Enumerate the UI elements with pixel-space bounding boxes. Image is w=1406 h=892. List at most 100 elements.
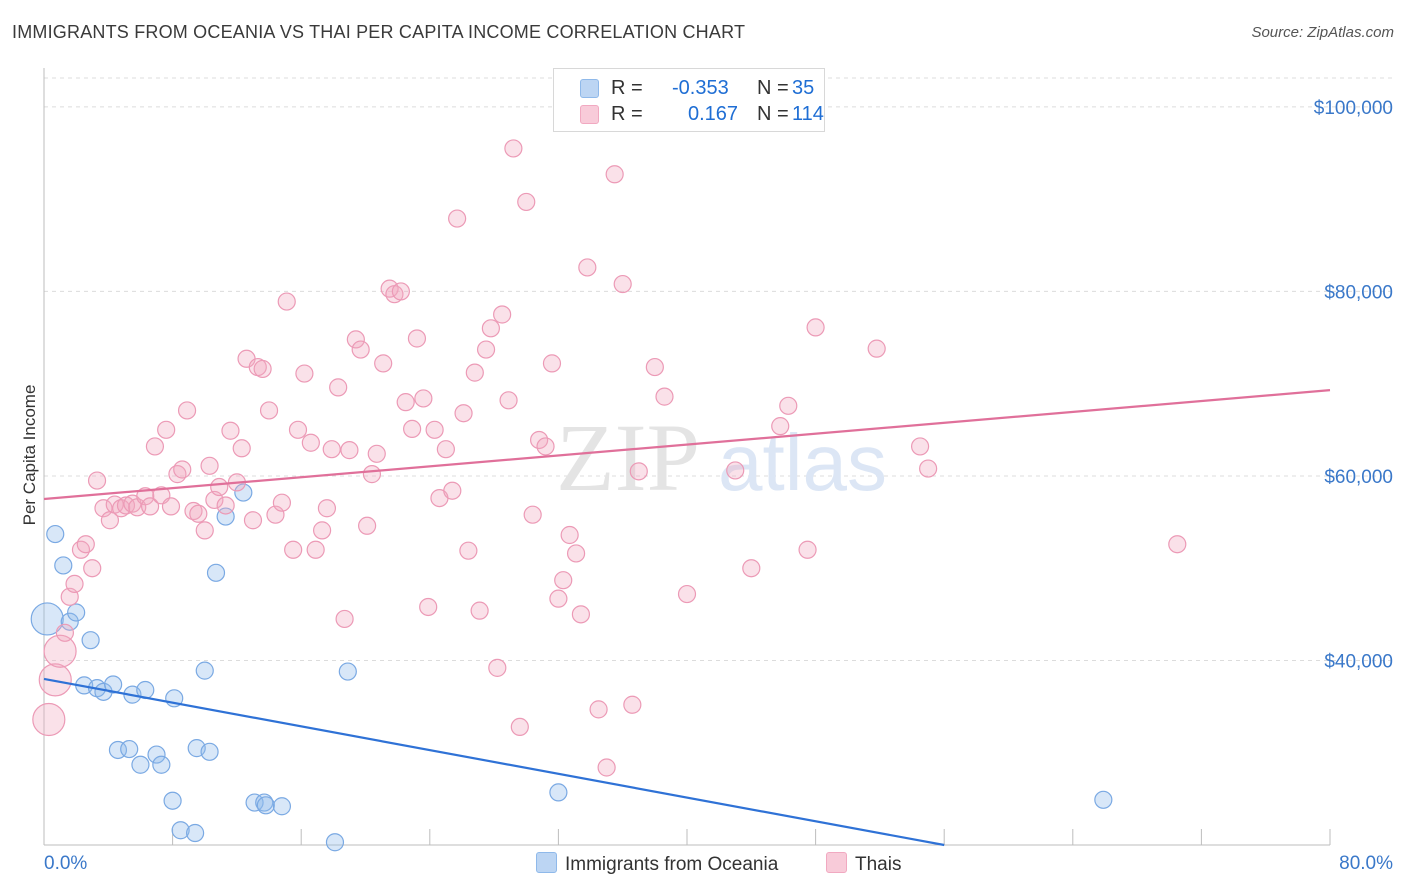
thais-point (322, 440, 341, 459)
watermark: ZIP atlas (556, 404, 887, 511)
thais-point (335, 609, 354, 629)
thais-point (454, 404, 473, 423)
thais-point (779, 396, 798, 415)
thais-point (742, 559, 761, 578)
legend-n-label: N = (757, 77, 789, 99)
thais-point (655, 387, 674, 406)
thais-point (403, 419, 422, 438)
thais-point (542, 354, 562, 373)
thais-point (419, 597, 438, 617)
y-tick-label: $40,000 (1324, 651, 1393, 672)
thais-point (362, 465, 382, 484)
thais-point (295, 364, 314, 383)
thais-point (317, 499, 337, 518)
thais-point (346, 330, 365, 349)
thais-point (919, 459, 938, 478)
oceania-point (54, 556, 73, 575)
thais-point (806, 318, 825, 337)
oceania-point (120, 739, 139, 759)
series-oceania-points (30, 483, 1113, 852)
thais-point (910, 437, 930, 456)
thais-point (499, 391, 518, 410)
thais-point (726, 461, 745, 480)
thais-point (510, 717, 529, 737)
thais-point (329, 378, 348, 397)
thais-point (425, 420, 444, 439)
axes (43, 68, 1331, 846)
thais-point (554, 571, 573, 590)
thais-point (284, 540, 303, 559)
thais-point (253, 359, 272, 379)
thais-point (140, 497, 160, 516)
thais-point (87, 471, 107, 490)
x-tick-label: 80.0% (1339, 853, 1393, 874)
thais-trend-line (43, 389, 1331, 501)
chart-source: Source: ZipAtlas.com (1251, 24, 1394, 41)
oceania-point (171, 821, 190, 840)
legend-r-label: R = (611, 77, 643, 99)
thais-point (243, 511, 263, 530)
thais-point (504, 139, 523, 158)
thais-point (221, 421, 240, 440)
thais-point (407, 329, 427, 348)
thais-point (112, 499, 131, 518)
grid-lines (44, 77, 1395, 661)
legend-r-label: R = (611, 103, 643, 125)
thais-point (43, 634, 77, 668)
oceania-point (104, 675, 123, 694)
thais-point (493, 305, 512, 324)
bottom-legend-oceania: Immigrants from Oceania (536, 852, 778, 876)
legend-n-value: 114 (792, 103, 824, 125)
bottom-legend-thais: Thais (826, 852, 901, 876)
thais-point (367, 444, 386, 463)
oceania-point (338, 662, 357, 681)
thais-point (459, 541, 478, 560)
thais-point (306, 540, 325, 559)
thais-point (312, 521, 332, 540)
x-tick-label: 0.0% (44, 853, 87, 874)
thais-point (560, 525, 579, 545)
thais-point (448, 209, 467, 228)
thais-point (173, 460, 192, 479)
thais-point (136, 487, 155, 506)
legend-n-value: 35 (792, 77, 815, 99)
thais-point (157, 420, 176, 439)
bottom-legend-label: Immigrants from Oceania (565, 854, 779, 875)
thais-point (623, 695, 642, 714)
oceania-point (195, 661, 214, 680)
oceania-point (272, 797, 292, 816)
thais-point (65, 574, 84, 593)
thais-point (351, 340, 370, 359)
legend-n-label: N = (757, 103, 789, 125)
thais-point (216, 496, 235, 515)
oceania-point (30, 602, 64, 636)
thais-point (71, 540, 91, 559)
thais-point (517, 192, 536, 212)
thais-point (358, 516, 377, 535)
y-tick-label: $100,000 (1314, 98, 1393, 119)
thais-point (677, 584, 697, 604)
oceania-point (255, 793, 274, 812)
thais-point (161, 497, 181, 516)
thais-point (605, 165, 624, 184)
legend-r-value: 0.167 (688, 103, 739, 125)
thais-point (32, 702, 66, 737)
legend-swatch-pink (580, 105, 599, 124)
thais-point (465, 363, 484, 382)
oceania-point (549, 783, 568, 802)
oceania-point (245, 793, 264, 812)
thais-point (200, 456, 219, 475)
thais-point (184, 501, 203, 521)
oceania-point (186, 823, 205, 843)
thais-point (481, 319, 500, 338)
oceania-point (147, 745, 166, 764)
thais-point (571, 605, 591, 624)
oceania-point (152, 755, 171, 774)
oceania-point (1094, 790, 1113, 809)
svg-text:atlas: atlas (718, 418, 887, 507)
thais-point (589, 700, 608, 719)
correlation-legend: R = -0.353 N = 35 R = 0.167 N = 114 (553, 68, 825, 132)
thais-point (613, 274, 632, 294)
oceania-point (325, 833, 345, 852)
